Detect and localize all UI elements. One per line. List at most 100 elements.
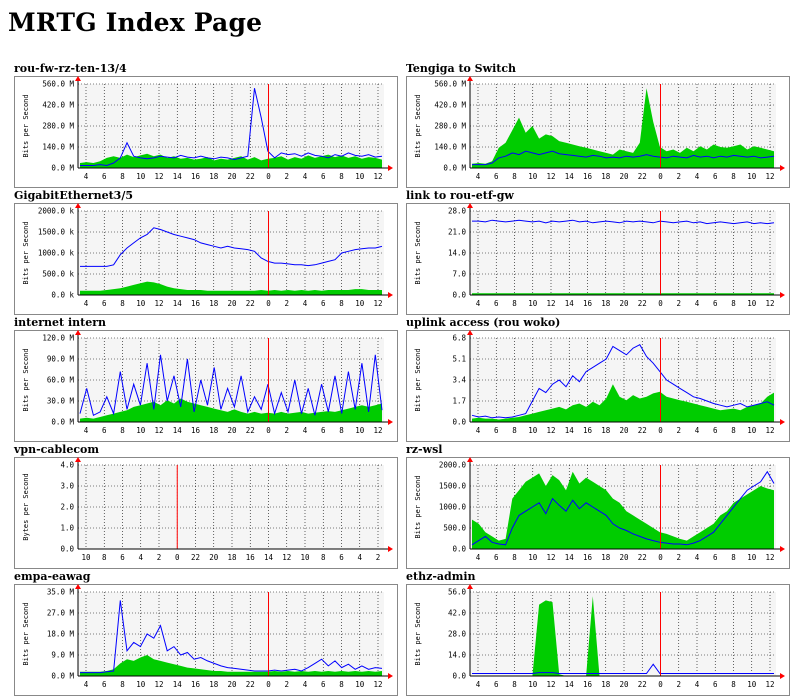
x-tick-label: 20 [619,426,629,435]
x-tick-label: 0 [658,172,663,181]
y-tick-label: 18.0 M [47,630,75,639]
y-tick-label: 0.0 [452,672,466,681]
graph-title[interactable]: link to rou-etf-gw [406,189,514,202]
x-tick-label: 6 [321,299,326,308]
x-tick-label: 4 [476,553,481,562]
x-tick-label: 2 [284,680,289,689]
graph-link[interactable]: Bits per Second 6.8 5.1 3.4 1.7 0.0 4 6 8 10 12 14 1… [406,330,790,442]
x-tick-label: 22 [246,172,255,181]
x-tick-label: 12 [546,172,555,181]
x-tick-label: 8 [339,680,344,689]
graph-link[interactable]: Bits per Second 560.0 M 420.0 M 280.0 M 140.… [406,76,790,188]
x-tick-label: 14 [173,172,183,181]
graph-title[interactable]: vpn-cablecom [14,443,100,456]
x-tick-label: 22 [246,426,255,435]
y-tick-label: 1.7 [452,397,466,406]
x-axis-arrow [780,165,785,171]
y-axis-arrow [467,457,473,462]
y-axis-label: Bits per Second [22,221,30,284]
x-tick-label: 14 [565,172,575,181]
x-tick-label: 6 [713,680,718,689]
y-tick-label: 9.0 M [51,651,74,660]
x-tick-label: 10 [355,680,365,689]
x-tick-label: 14 [565,553,575,562]
outgoing-traffic-line [79,354,383,417]
x-tick-label: 8 [120,299,125,308]
graph-cell: uplink access (rou woko) Bits per Second… [406,316,790,446]
graph-title[interactable]: GigabitEthernet3/5 [14,189,134,202]
y-tick-label: 28.0 [448,207,467,216]
x-tick-label: 10 [136,172,146,181]
x-tick-label: 18 [209,426,219,435]
x-tick-label: 0 [266,680,271,689]
x-tick-label: 4 [138,553,143,562]
graph-cell: rou-fw-rz-ten-13/4 Bits per Second 560.0 … [14,62,398,192]
x-tick-label: 14 [264,553,274,562]
x-tick-label: 14 [173,426,183,435]
x-tick-label: 4 [84,426,89,435]
x-tick-label: 6 [713,553,718,562]
x-tick-label: 14 [565,680,575,689]
incoming-traffic-area [472,471,774,549]
x-tick-label: 20 [209,553,219,562]
x-tick-label: 14 [565,426,575,435]
graph-cell: GigabitEthernet3/5 Bits per Second 2000.0… [14,189,398,319]
graph-cell: Tengiga to Switch Bits per Second 560.0 M… [406,62,790,192]
x-tick-label: 12 [154,426,163,435]
graph-title[interactable]: rou-fw-rz-ten-13/4 [14,62,127,75]
x-tick-label: 10 [81,553,91,562]
y-tick-label: 60.0 M [47,376,75,385]
graph-title[interactable]: rz-wsl [406,443,443,456]
x-tick-label: 4 [695,299,700,308]
y-tick-label: 120.0 M [42,334,74,343]
x-tick-label: 18 [209,299,219,308]
x-tick-label: 20 [619,299,629,308]
y-tick-label: 5.1 [452,355,466,364]
x-tick-label: 4 [695,680,700,689]
x-tick-label: 6 [494,172,499,181]
y-axis-label: Bits per Second [414,348,422,411]
page-title: MRTG Index Page [8,8,263,37]
x-tick-label: 10 [747,426,757,435]
graph-link[interactable]: Bytes per Second 4.0 3.0 2.0 1.0 0.0 10 8 6 4 2 0 22… [14,457,398,569]
x-tick-label: 12 [373,426,382,435]
graph-link[interactable]: Bits per Second 120.0 M 90.0 M 60.0 M 30.0 M… [14,330,398,442]
graph-title[interactable]: empa-eawag [14,570,91,583]
graph-link[interactable]: Bits per Second 2000.0 1500.0 1000.0 500.0 0.… [406,457,790,569]
x-tick-label: 10 [747,553,757,562]
graph-link[interactable]: Bits per Second 560.0 M 420.0 M 280.0 M 140.… [14,76,398,188]
y-axis-arrow [75,203,81,208]
y-tick-label: 28.0 [448,630,467,639]
x-tick-label: 0 [658,299,663,308]
x-tick-label: 4 [476,299,481,308]
y-tick-label: 2000.0 k [38,207,75,216]
x-tick-label: 14 [565,299,575,308]
graph-link[interactable]: Bits per Second 56.0 42.0 28.0 14.0 0.0 4 6 8 10 1… [406,584,790,696]
graph-link[interactable]: Bits per Second 28.0 21.0 14.0 7.0 0.0 4 6 8 10 12… [406,203,790,315]
x-tick-label: 18 [601,426,611,435]
graph-title[interactable]: internet intern [14,316,107,329]
x-tick-label: 22 [191,553,200,562]
x-tick-label: 8 [321,553,326,562]
x-tick-label: 10 [136,426,146,435]
graph-title[interactable]: ethz-admin [406,570,476,583]
x-tick-label: 8 [731,299,736,308]
x-axis-arrow [388,673,393,679]
graph-cell: link to rou-etf-gw Bits per Second 28.0 21… [406,189,790,319]
graph-link[interactable]: Bits per Second 35.0 M 27.0 M 18.0 M 9.0 M 0.… [14,584,398,696]
x-tick-label: 4 [303,299,308,308]
x-tick-label: 12 [282,553,291,562]
x-tick-label: 8 [512,680,517,689]
x-tick-label: 16 [583,299,593,308]
x-tick-label: 12 [373,172,382,181]
graph-title[interactable]: uplink access (rou woko) [406,316,561,329]
graph-cell: internet intern Bits per Second 120.0 M 90… [14,316,398,446]
x-tick-label: 8 [512,426,517,435]
x-tick-label: 10 [528,172,538,181]
graph-title[interactable]: Tengiga to Switch [406,62,517,75]
y-tick-label: 0.0 [452,545,466,554]
x-tick-label: 2 [284,299,289,308]
y-tick-label: 500.0 k [42,270,74,279]
